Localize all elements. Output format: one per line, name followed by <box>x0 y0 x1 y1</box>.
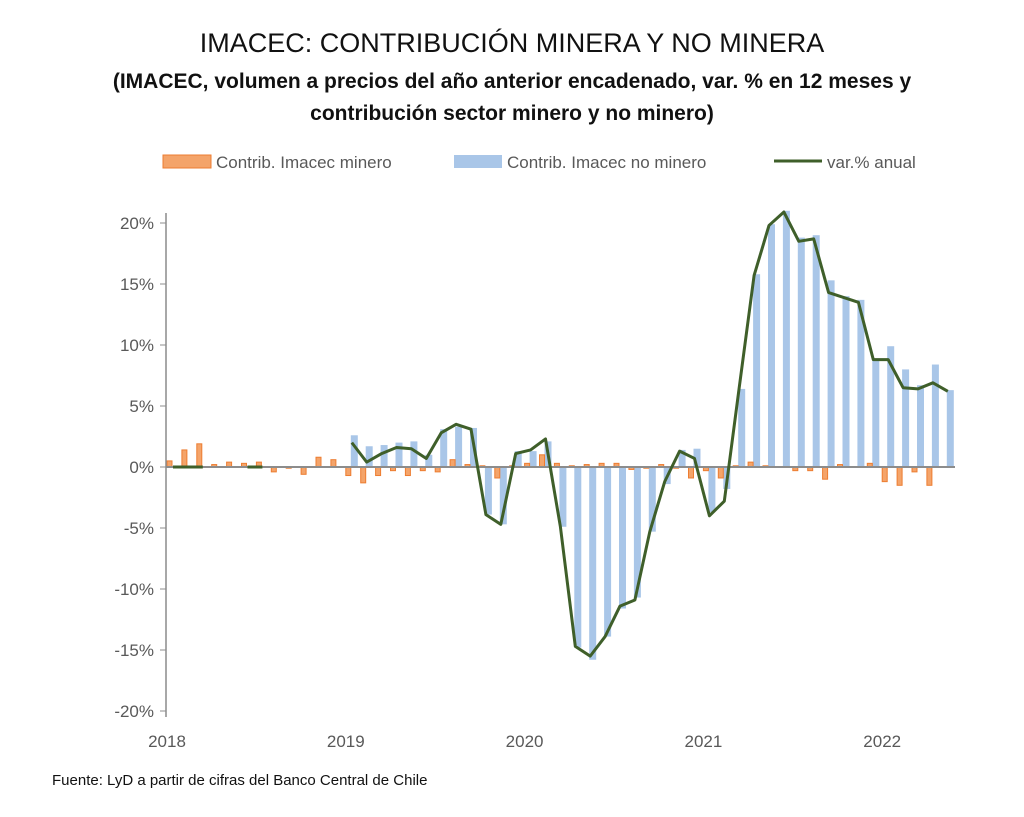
bar-minero <box>330 459 337 468</box>
bar-no-minero <box>425 454 433 467</box>
bar-no-minero <box>842 296 850 467</box>
bar-minero <box>926 466 933 486</box>
bar-no-minero <box>768 224 775 467</box>
y-tick-label: 0% <box>129 458 154 477</box>
bar-no-minero <box>857 299 865 467</box>
bar-minero <box>688 466 694 479</box>
bar-no-minero <box>589 467 597 660</box>
legend-swatch-no-minero <box>454 155 502 168</box>
bar-minero <box>300 466 307 475</box>
chart-subtitle: (IMACEC, volumen a precios del año anter… <box>0 66 1024 130</box>
bar-minero <box>404 466 411 477</box>
bar-no-minero <box>648 467 656 532</box>
bar-no-minero <box>782 210 790 468</box>
y-tick-label: 5% <box>129 397 154 416</box>
legend-label-minero: Contrib. Imacec minero <box>216 153 392 172</box>
bar-no-minero <box>499 467 507 525</box>
bar-minero <box>494 466 501 479</box>
bar-no-minero <box>693 448 701 467</box>
bar-no-minero <box>559 467 567 527</box>
bar-minero <box>360 466 367 484</box>
legend-label-line: var.% anual <box>827 153 916 172</box>
x-tick-label: 2021 <box>684 732 722 751</box>
bar-no-minero <box>812 235 820 467</box>
x-tick-label: 2020 <box>506 732 544 751</box>
chart-subtitle-text: (IMACEC, volumen a precios del año anter… <box>112 70 912 125</box>
x-tick-label: 2019 <box>327 732 365 751</box>
legend-label-no-minero: Contrib. Imacec no minero <box>507 153 706 172</box>
bar-no-minero <box>902 369 910 467</box>
bar-no-minero <box>931 364 939 467</box>
bar-no-minero <box>917 385 924 467</box>
bar-minero <box>196 443 203 468</box>
bar-no-minero <box>529 451 537 467</box>
bar-no-minero <box>946 390 954 467</box>
bar-no-minero <box>440 429 448 467</box>
bar-minero <box>717 466 724 479</box>
bar-no-minero <box>619 467 626 609</box>
bar-minero <box>315 456 322 468</box>
y-tick-label: 10% <box>120 336 154 355</box>
bar-minero <box>345 466 352 477</box>
bar-no-minero <box>514 451 522 467</box>
bar-minero <box>896 466 903 486</box>
y-tick-label: -15% <box>114 641 154 660</box>
bar-minero <box>375 466 382 477</box>
bar-no-minero <box>380 445 388 467</box>
x-tick-label: 2018 <box>148 732 186 751</box>
bar-no-minero <box>708 467 716 513</box>
x-tick-label: 2022 <box>863 732 901 751</box>
chart-title: IMACEC: CONTRIBUCIÓN MINERA Y NO MINERA <box>199 28 825 58</box>
y-tick-label: 15% <box>120 275 154 294</box>
bar-minero <box>881 466 888 483</box>
bar-no-minero <box>604 467 612 637</box>
bar-no-minero <box>872 359 880 467</box>
bar-no-minero <box>365 446 373 467</box>
bar-no-minero <box>887 346 895 467</box>
y-tick-label: -10% <box>114 580 154 599</box>
bar-no-minero <box>410 441 418 467</box>
bar-no-minero <box>350 435 358 467</box>
bar-minero <box>539 454 545 468</box>
legend: Contrib. Imacec minero Contrib. Imacec n… <box>162 153 916 172</box>
bar-no-minero <box>827 280 835 467</box>
y-tick-label: -20% <box>114 702 154 721</box>
bar-no-minero <box>738 388 746 467</box>
y-tick-label: 20% <box>120 214 154 233</box>
bar-no-minero <box>797 237 805 467</box>
bar-minero <box>449 459 456 468</box>
bar-no-minero <box>678 449 686 467</box>
source-note: Fuente: LyD a partir de cifras del Banco… <box>52 772 428 789</box>
bar-no-minero <box>395 442 403 467</box>
legend-swatch-minero <box>162 154 212 169</box>
bar-no-minero <box>574 467 582 648</box>
y-tick-label: -5% <box>124 519 154 538</box>
bar-no-minero <box>484 467 492 515</box>
bar-no-minero <box>753 274 761 467</box>
bar-no-minero <box>633 467 641 598</box>
bar-no-minero <box>455 426 463 467</box>
bar-minero <box>822 466 829 480</box>
bar-minero <box>181 449 188 468</box>
